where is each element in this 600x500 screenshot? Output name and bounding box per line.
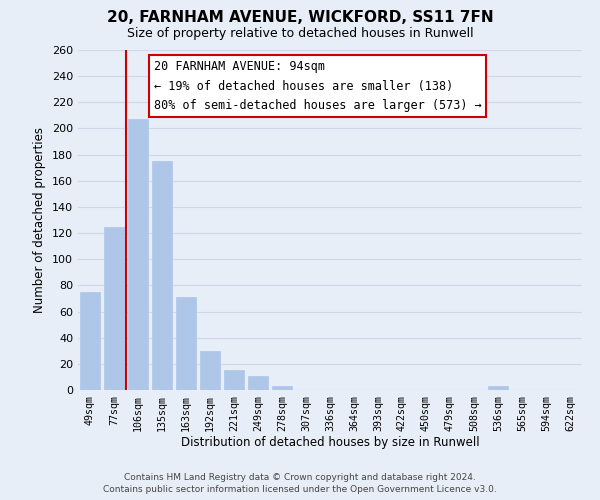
Text: Size of property relative to detached houses in Runwell: Size of property relative to detached ho… xyxy=(127,28,473,40)
Bar xyxy=(488,386,508,390)
Bar xyxy=(152,161,172,390)
Text: 20, FARNHAM AVENUE, WICKFORD, SS11 7FN: 20, FARNHAM AVENUE, WICKFORD, SS11 7FN xyxy=(107,10,493,25)
Bar xyxy=(272,386,292,390)
X-axis label: Distribution of detached houses by size in Runwell: Distribution of detached houses by size … xyxy=(181,436,479,450)
Bar xyxy=(176,297,196,390)
Text: Contains HM Land Registry data © Crown copyright and database right 2024.
Contai: Contains HM Land Registry data © Crown c… xyxy=(103,472,497,494)
Text: 20 FARNHAM AVENUE: 94sqm
← 19% of detached houses are smaller (138)
80% of semi-: 20 FARNHAM AVENUE: 94sqm ← 19% of detach… xyxy=(154,60,481,112)
Bar xyxy=(128,120,148,390)
Bar xyxy=(80,292,100,390)
Y-axis label: Number of detached properties: Number of detached properties xyxy=(34,127,46,313)
Bar xyxy=(104,226,124,390)
Bar xyxy=(248,376,268,390)
Bar xyxy=(224,370,244,390)
Bar xyxy=(200,351,220,390)
